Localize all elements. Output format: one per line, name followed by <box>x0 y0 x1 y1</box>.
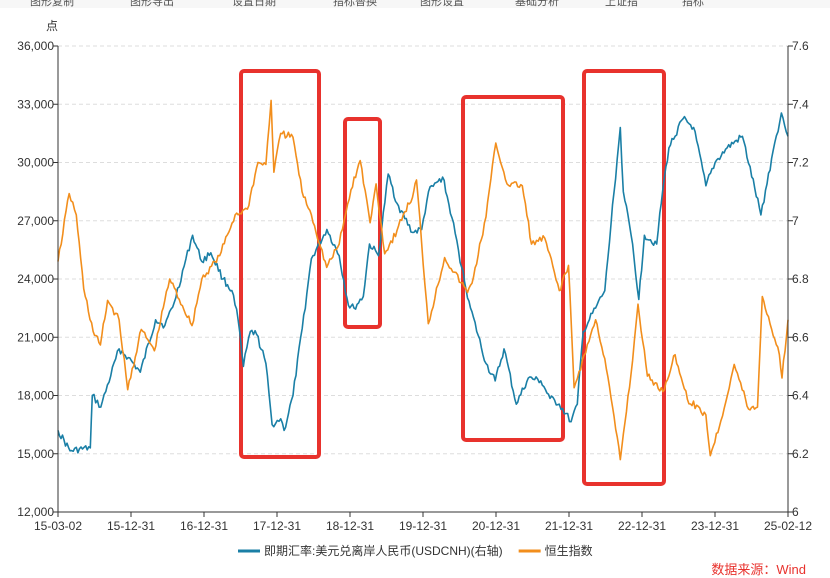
data-source-note: 数据来源：Wind <box>711 562 806 577</box>
series-line-0 <box>57 112 789 454</box>
toolbar-copy-button[interactable]: 图形复制 <box>30 0 74 8</box>
left-tick-label: 30,000 <box>17 156 54 170</box>
highlight-box <box>461 95 565 442</box>
toolbar-date-button[interactable]: 设置日期 <box>232 0 276 8</box>
left-tick-label: 36,000 <box>17 39 54 53</box>
right-tick-label: 7.4 <box>792 97 809 111</box>
gridlines <box>58 45 788 455</box>
left-tick-label: 24,000 <box>17 272 54 286</box>
right-tick-label: 7.6 <box>792 39 809 53</box>
right-tick-label: 6.2 <box>792 447 809 461</box>
chart-toolbar: 图形复制 图形导出 设置日期 指标替换 图形设置 基础分析 上证指 指标 <box>0 0 830 8</box>
toolbar-replace-button[interactable]: 指标替换 <box>333 0 377 8</box>
left-tick-label: 21,000 <box>17 330 54 344</box>
right-tick-label: 6.6 <box>792 330 809 344</box>
x-tick-label: 15-12-31 <box>107 519 155 533</box>
toolbar-settings-button[interactable]: 图形设置 <box>420 0 464 8</box>
series-line-1 <box>57 99 789 461</box>
toolbar-index-button[interactable]: 上证指 <box>605 0 638 8</box>
toolbar-export-button[interactable]: 图形导出 <box>130 0 174 8</box>
x-tick-label: 19-12-31 <box>399 519 447 533</box>
x-tick-label: 25-02-12 <box>764 519 812 533</box>
right-tick-label: 6 <box>792 505 799 519</box>
highlight-boxes <box>239 69 666 486</box>
x-tick-label: 21-12-31 <box>545 519 593 533</box>
x-tick-label: 18-12-31 <box>326 519 374 533</box>
toolbar-analysis-button[interactable]: 基础分析 <box>515 0 559 8</box>
left-tick-label: 27,000 <box>17 214 54 228</box>
x-tick-label: 16-12-31 <box>180 519 228 533</box>
highlight-box <box>582 69 666 486</box>
legend: 即期汇率:美元兑离岸人民币(USDCNH)(右轴) 恒生指数 <box>238 543 593 558</box>
y-unit-label: 点 <box>46 19 58 33</box>
left-tick-label: 33,000 <box>17 97 54 111</box>
toolbar-indicator-button[interactable]: 指标 <box>682 0 704 8</box>
x-tick-label: 20-12-31 <box>472 519 520 533</box>
right-tick-label: 7 <box>792 214 799 228</box>
left-tick-label: 12,000 <box>17 505 54 519</box>
legend-label: 即期汇率:美元兑离岸人民币(USDCNH)(右轴) <box>264 543 503 558</box>
left-tick-label: 18,000 <box>17 389 54 403</box>
right-tick-label: 6.4 <box>792 389 809 403</box>
series-lines <box>57 99 789 461</box>
right-tick-label: 7.2 <box>792 156 809 170</box>
x-tick-label: 17-12-31 <box>253 519 301 533</box>
x-tick-label: 22-12-31 <box>618 519 666 533</box>
right-tick-label: 6.8 <box>792 272 809 286</box>
x-tick-label: 23-12-31 <box>691 519 739 533</box>
legend-label: 恒生指数 <box>545 543 593 558</box>
highlight-box <box>239 69 321 459</box>
left-tick-label: 15,000 <box>17 447 54 461</box>
highlight-box <box>343 117 382 329</box>
axes: 12,000 15,000 18,000 21,000 24,000 27,000 30,0… <box>17 19 812 533</box>
x-tick-label: 15-03-02 <box>34 519 82 533</box>
